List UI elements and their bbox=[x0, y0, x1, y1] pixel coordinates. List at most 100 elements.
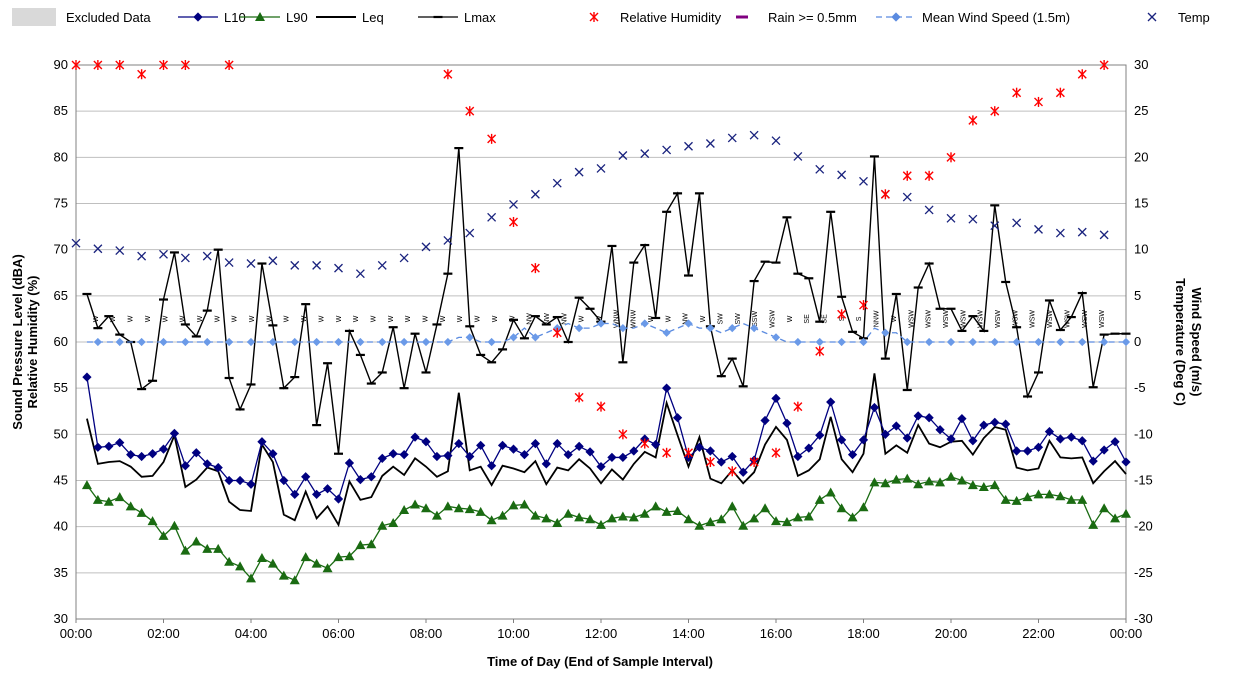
wind-speed-point bbox=[443, 337, 452, 347]
l10-point bbox=[837, 435, 847, 445]
l10-point bbox=[924, 413, 934, 423]
l90-point bbox=[716, 514, 727, 524]
l90-point bbox=[147, 516, 158, 526]
l90-point bbox=[333, 552, 344, 562]
wind-direction-label: NW bbox=[527, 313, 534, 325]
l90-point bbox=[825, 487, 836, 497]
wind-direction-label: W bbox=[284, 315, 291, 322]
legend-marker bbox=[255, 12, 265, 21]
l90-point bbox=[541, 513, 552, 523]
l10-point bbox=[858, 435, 869, 445]
temp-marker-stroke bbox=[968, 214, 978, 224]
wind-direction-label: W bbox=[665, 315, 672, 322]
l10-point bbox=[126, 450, 136, 460]
humidity-point bbox=[71, 60, 81, 70]
l10-point bbox=[410, 432, 420, 442]
l10-point bbox=[432, 451, 442, 462]
l10-point bbox=[793, 451, 803, 462]
x-tick-label: 06:00 bbox=[322, 626, 355, 641]
temp-marker-stroke bbox=[946, 213, 956, 223]
temp-point bbox=[334, 263, 343, 273]
temp-point bbox=[355, 269, 365, 279]
humidity-point bbox=[684, 447, 693, 458]
temp-point bbox=[1034, 224, 1043, 234]
temp-point bbox=[137, 251, 147, 261]
y-left-tick-label: 35 bbox=[54, 565, 68, 580]
temp-marker-stroke bbox=[793, 151, 803, 161]
l90-point bbox=[1077, 494, 1088, 504]
l10-point bbox=[946, 434, 956, 444]
wind-speed-point bbox=[837, 337, 846, 347]
l90-point bbox=[103, 496, 114, 506]
y-right-tick-label: -25 bbox=[1134, 565, 1153, 580]
humidity-point bbox=[465, 106, 475, 117]
temp-point bbox=[268, 256, 278, 266]
wind-direction-label: W bbox=[700, 315, 707, 322]
y-left-tick-label: 90 bbox=[54, 57, 68, 72]
y-left-tick-label: 50 bbox=[54, 426, 68, 441]
l10-point bbox=[497, 440, 508, 451]
l90-point bbox=[847, 512, 858, 522]
wind-speed-point bbox=[93, 337, 102, 347]
temp-point bbox=[859, 176, 868, 186]
l10-point bbox=[815, 430, 825, 440]
l90-point bbox=[410, 499, 421, 509]
l90-point bbox=[366, 539, 377, 549]
y-left-title-line2: Relative Humidity (%) bbox=[25, 276, 40, 409]
l10-point bbox=[1066, 432, 1076, 442]
wind-speed-point bbox=[246, 337, 256, 347]
temp-marker-stroke bbox=[224, 258, 234, 268]
x-tick-label: 00:00 bbox=[1110, 626, 1143, 641]
l10-point bbox=[1077, 436, 1087, 446]
humidity-point bbox=[137, 69, 147, 80]
l10-point bbox=[596, 462, 606, 472]
temp-marker-stroke bbox=[727, 133, 737, 143]
wind-speed-point bbox=[903, 337, 912, 347]
humidity-point bbox=[596, 401, 606, 412]
temp-marker-stroke bbox=[837, 170, 847, 180]
temp-point bbox=[771, 136, 781, 146]
wind-speed-point bbox=[378, 337, 387, 347]
l90-point bbox=[563, 508, 574, 518]
legend-label: Leq bbox=[362, 10, 384, 25]
wind-direction-label: W bbox=[301, 315, 308, 322]
legend-item: Excluded Data bbox=[12, 8, 151, 26]
temp-marker-stroke bbox=[377, 260, 387, 270]
l90-point bbox=[836, 503, 847, 513]
l10-point bbox=[662, 383, 672, 393]
wind-direction-label: NW bbox=[561, 313, 568, 325]
wind-direction-label: NNW bbox=[874, 310, 881, 327]
l90-point bbox=[727, 501, 738, 511]
wind-speed-point bbox=[1078, 337, 1087, 347]
temp-point bbox=[1012, 218, 1022, 228]
l90-line bbox=[86, 476, 1127, 582]
legend-label: Lmax bbox=[464, 10, 496, 25]
l10-point bbox=[804, 443, 814, 453]
wind-speed-point bbox=[268, 337, 277, 347]
temp-marker-stroke bbox=[1147, 12, 1157, 22]
humidity-point bbox=[749, 457, 759, 468]
l90-point bbox=[136, 507, 147, 517]
wind-speed-point bbox=[1012, 337, 1021, 347]
wind-direction-label: SE bbox=[822, 314, 829, 324]
wind-direction-label: W bbox=[579, 315, 586, 322]
y-right-tick-label: -30 bbox=[1134, 611, 1153, 626]
l10-point bbox=[727, 451, 737, 462]
temp-point bbox=[377, 260, 387, 270]
l90-point bbox=[1110, 513, 1121, 523]
humidity-point bbox=[180, 60, 190, 70]
wind-speed-point bbox=[1100, 337, 1109, 347]
y-left-tick-label: 70 bbox=[54, 242, 68, 257]
l10-point bbox=[705, 446, 715, 456]
wind-direction-label: W bbox=[318, 315, 325, 322]
l90-point bbox=[322, 563, 333, 573]
y-right-tick-label: -5 bbox=[1134, 380, 1146, 395]
l10-point bbox=[651, 439, 661, 450]
temp-point bbox=[618, 151, 628, 160]
l10-point bbox=[519, 450, 530, 460]
y-right-tick-label: 30 bbox=[1134, 57, 1148, 72]
l90-point bbox=[464, 504, 475, 514]
wind-speed-point bbox=[356, 337, 365, 347]
l90-point bbox=[771, 516, 781, 526]
l10-point bbox=[891, 421, 901, 431]
